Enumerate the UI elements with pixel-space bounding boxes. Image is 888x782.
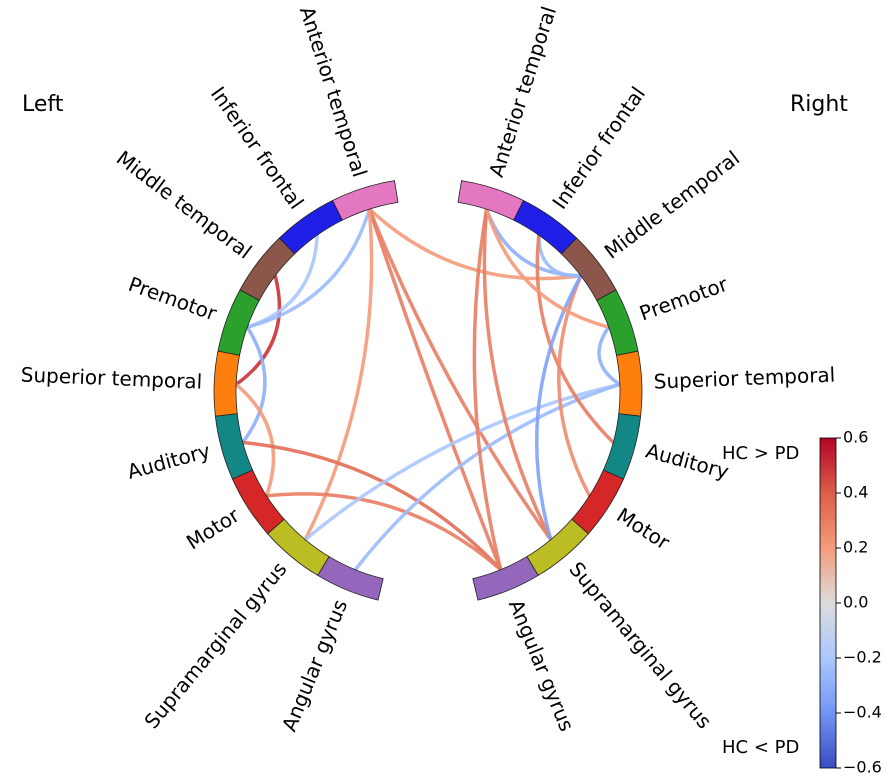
- colorbar-tick-label: 0.4: [843, 483, 868, 502]
- colorbar-tick-label: −0.6: [843, 758, 882, 777]
- node-label-r-angular-gyrus: Angular gyrus: [504, 596, 579, 735]
- colorbar-tick-label: −0.2: [843, 648, 882, 667]
- connection-link: [597, 325, 622, 387]
- node-segment-r-anterior-temporal: [457, 180, 525, 221]
- node-label-r-anterior-temporal: Anterior temporal: [484, 3, 561, 180]
- node-segment-l-premotor: [217, 289, 260, 356]
- node-label-l-anterior-temporal: Anterior temporal: [295, 3, 372, 180]
- colorbar-ticks: 0.6 0.4 0.2 0.0 −0.2 −0.4 −0.6: [836, 428, 882, 777]
- node-segment-l-superior-temporal: [213, 350, 240, 417]
- node-label-r-premotor: Premotor: [636, 272, 731, 326]
- connection-link: [482, 207, 553, 542]
- colorbar: HC > PD HC < PD 0.6 0.4 0.2 0.0 −0.2 −0.4 −0.6: [722, 428, 882, 777]
- colorbar-tick-label: 0.6: [843, 428, 868, 447]
- node-label-r-inferior-frontal: Inferior frontal: [547, 82, 650, 213]
- node-segment-r-premotor: [596, 289, 639, 356]
- node-segment-r-superior-temporal: [616, 350, 643, 417]
- node-segment-l-inferior-frontal: [278, 199, 343, 255]
- left-side-label: Left: [22, 92, 64, 117]
- connection-link: [557, 274, 592, 498]
- node-label-r-supramarginal-gyrus: Supramarginal gyrus: [564, 557, 716, 733]
- node-segment-r-angular-gyrus: [472, 556, 539, 601]
- node-label-l-supramarginal-gyrus: Supramarginal gyrus: [139, 557, 291, 733]
- node-label-r-superior-temporal: Superior temporal: [653, 363, 835, 394]
- node-segment-l-auditory: [214, 413, 254, 480]
- node-label-l-inferior-frontal: Inferior frontal: [206, 82, 309, 213]
- colorbar-gradient: [819, 437, 837, 769]
- node-segment-l-supramarginal-gyrus: [267, 518, 330, 576]
- node-label-l-motor: Motor: [182, 502, 244, 554]
- connection-link: [367, 207, 553, 542]
- right-side-label: Right: [790, 92, 848, 117]
- colorbar-bottom-label: HC < PD: [722, 737, 799, 758]
- colorbar-tick-label: 0.0: [843, 593, 868, 612]
- colorbar-tick-label: 0.2: [843, 538, 868, 557]
- node-label-l-auditory: Auditory: [125, 438, 213, 483]
- connection-link: [303, 207, 374, 542]
- node-ring: [213, 180, 643, 601]
- node-label-r-middle-temporal: Middle temporal: [600, 146, 744, 264]
- connection-link: [484, 207, 611, 329]
- node-segment-r-auditory: [602, 413, 642, 480]
- node-label-l-angular-gyrus: Angular gyrus: [277, 596, 352, 735]
- node-label-l-middle-temporal: Middle temporal: [112, 146, 256, 264]
- node-label-l-premotor: Premotor: [125, 272, 220, 326]
- connection-link: [241, 325, 267, 445]
- connection-link: [472, 207, 503, 572]
- connection-links: [234, 207, 622, 572]
- connection-link: [234, 274, 282, 387]
- connection-link: [367, 207, 583, 281]
- colorbar-tick-label: −0.4: [843, 703, 882, 722]
- colorbar-top-label: HC > PD: [722, 443, 799, 464]
- node-label-l-superior-temporal: Superior temporal: [20, 363, 202, 394]
- node-label-r-motor: Motor: [612, 503, 674, 555]
- node-segment-l-angular-gyrus: [317, 556, 384, 601]
- node-label-r-auditory: Auditory: [643, 438, 731, 483]
- node-segment-l-motor: [231, 469, 285, 535]
- node-segment-l-anterior-temporal: [331, 180, 399, 221]
- connection-link: [367, 207, 503, 572]
- node-segment-l-middle-temporal: [239, 237, 296, 301]
- connection-link: [234, 382, 276, 498]
- connection-link: [264, 492, 503, 572]
- connection-link: [245, 207, 372, 329]
